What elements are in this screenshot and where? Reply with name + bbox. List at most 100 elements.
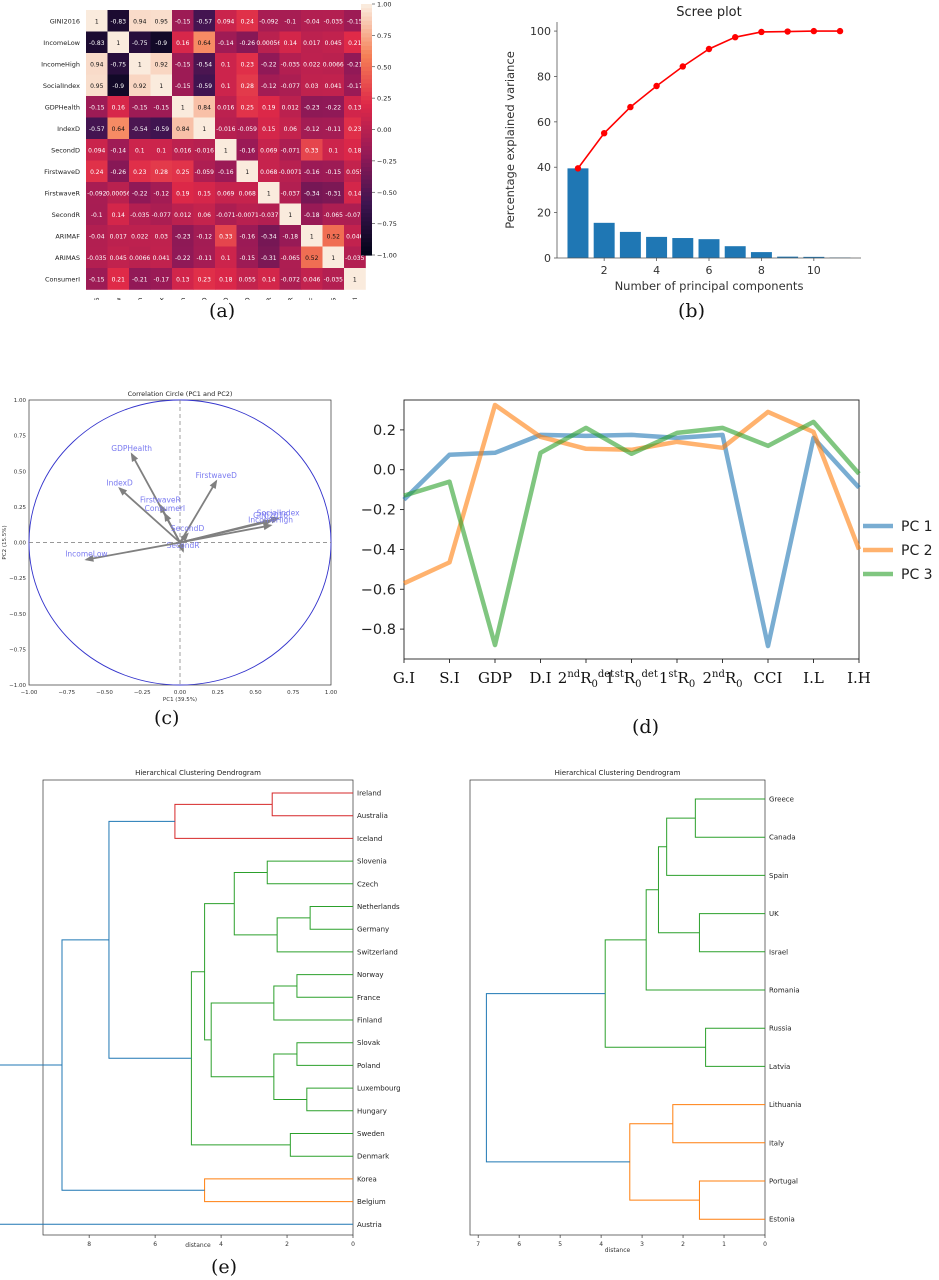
- heatmap-cell: [129, 117, 151, 140]
- dendrogram-link: [485, 993, 630, 1163]
- heatmap-cell-label: -0.071: [281, 147, 301, 154]
- colorbar-segment: [361, 54, 372, 59]
- heatmap-cell: [236, 117, 259, 140]
- heatmap-cell: [86, 10, 108, 32]
- heatmap-row-label: IndexD: [57, 125, 80, 133]
- heatmap-cell-label: -0.035: [87, 255, 107, 262]
- heatmap-cell: [215, 117, 237, 140]
- y-axis-label: Percentage explained variance: [503, 51, 517, 229]
- heatmap-cell: [172, 225, 194, 247]
- heatmap-cell-label: 1: [353, 276, 357, 283]
- heatmap-cell: [107, 203, 130, 226]
- caption-b: (b): [678, 300, 705, 322]
- leaf-label: Korea: [357, 1175, 377, 1183]
- colorbar-tick-label: −0.75: [377, 220, 397, 228]
- heatmap-cell-label: -0.035: [324, 18, 344, 25]
- y-tick-label: 0.2: [373, 423, 396, 439]
- heatmap-cell: [279, 246, 302, 269]
- caption-e: (e): [211, 1256, 238, 1278]
- heatmap-cell-label: -0.072: [345, 212, 365, 219]
- colorbar-tick-label: 0.25: [377, 95, 391, 103]
- heatmap-cell-label: -0.035: [345, 255, 365, 262]
- heatmap-cell-label: 0.012: [282, 104, 299, 111]
- heatmap-cell: [301, 31, 323, 54]
- heatmap-cell-label: 1: [116, 40, 120, 47]
- colorbar-tick-label: −1.00: [377, 252, 397, 260]
- heatmap-cell-label: -0.9: [155, 40, 167, 47]
- heatmap-cell: [172, 117, 194, 140]
- x-tick-label: 4: [599, 1241, 603, 1248]
- y-tick-label: −1.00: [9, 683, 26, 689]
- y-tick-label: 0.00: [14, 541, 27, 547]
- colorbar-segment: [361, 83, 372, 89]
- colorbar-segment: [361, 75, 372, 80]
- heatmap-row-label: ARIMAF: [55, 232, 80, 240]
- colorbar-segment: [361, 100, 372, 105]
- heatmap-cell: [150, 117, 173, 140]
- colorbar-segment: [361, 125, 372, 131]
- colorbar-segment: [361, 250, 372, 256]
- heatmap-row-label: FirstwaveD: [44, 168, 80, 176]
- leaf-label: Latvia: [769, 1063, 790, 1071]
- leaf-label: Iceland: [357, 835, 382, 843]
- loading-arrowhead: [159, 503, 167, 514]
- colorbar-segment: [361, 116, 372, 122]
- leaf-label: Slovak: [357, 1039, 381, 1047]
- heatmap-cell: [129, 225, 151, 247]
- x-tick-label: 1stR0: [659, 669, 695, 690]
- heatmap-cell: [322, 160, 345, 183]
- heatmap-cell-label: -0.15: [89, 104, 105, 111]
- heatmap-cell: [344, 160, 366, 183]
- heatmap-cell-label: -0.04: [89, 233, 105, 240]
- heatmap-cell: [301, 74, 323, 97]
- series-line-2: [403, 402, 862, 586]
- colorbar-segment: [361, 171, 372, 177]
- colorbar-segment: [361, 217, 372, 223]
- x-tick-label: G.I: [393, 669, 415, 687]
- heatmap-cell-label: 0.069: [217, 190, 234, 197]
- heatmap-cell-label: 0.045: [110, 255, 127, 262]
- leaf-label: Ireland: [357, 790, 381, 798]
- heatmap-cell-label: -0.16: [239, 233, 255, 240]
- x-tick-label: 0.50: [249, 690, 262, 696]
- chart-title: Hierarchical Clustering Dendrogram: [555, 769, 681, 777]
- heatmap-cell: [279, 268, 302, 290]
- heatmap-cell-label: -0.59: [196, 83, 212, 90]
- heatmap-cell-label: 0.13: [176, 276, 190, 283]
- heatmap-cell: [215, 160, 237, 183]
- colorbar-segment: [361, 242, 372, 248]
- colorbar-segment: [361, 50, 372, 55]
- loading-arrowhead: [270, 516, 281, 524]
- dendrogram-link: [629, 1123, 700, 1201]
- heatmap-cell-label: 0.28: [155, 169, 169, 176]
- bar: [803, 256, 825, 258]
- heatmap-cell: [86, 31, 108, 54]
- heatmap-cell: [150, 31, 173, 54]
- heatmap-cell-label: -0.57: [196, 18, 212, 25]
- heatmap-cell: [258, 160, 280, 183]
- colorbar-segment: [361, 66, 372, 72]
- heatmap-cell-label: 0.19: [176, 190, 190, 197]
- heatmap-cell-label: 0.14: [348, 190, 362, 197]
- heatmap-cell: [279, 182, 302, 204]
- heatmap-cell-label: -0.23: [304, 104, 320, 111]
- leaf-label: Poland: [357, 1062, 380, 1070]
- heatmap-cell: [301, 246, 323, 269]
- heatmap-col-label: GDPHealth: [179, 298, 187, 301]
- heatmap-cell-label: 0.24: [241, 18, 255, 25]
- colorbar-segment: [361, 137, 372, 143]
- heatmap-cell-label: -0.04: [304, 18, 320, 25]
- heatmap-cell-label: 1: [138, 61, 142, 68]
- colorbar-segment: [361, 4, 372, 9]
- heatmap-cell-label: -0.12: [304, 126, 320, 133]
- heatmap-cell-label: 0.15: [198, 190, 212, 197]
- scree-chart: 0 20 40 60 80 100 2 4 6 8 10 Scree plot Number of pr…: [503, 5, 861, 293]
- colorbar-segment: [361, 162, 372, 168]
- heatmap-cell: [172, 246, 194, 269]
- heatmap-cell: [236, 246, 259, 269]
- loading-arrowhead: [163, 512, 172, 522]
- heatmap-cell-label: -0.12: [261, 83, 277, 90]
- y-tick-label: 0.25: [14, 505, 27, 511]
- x-tick-label: −0.25: [134, 690, 151, 696]
- heatmap-cell-label: -0.15: [89, 276, 105, 283]
